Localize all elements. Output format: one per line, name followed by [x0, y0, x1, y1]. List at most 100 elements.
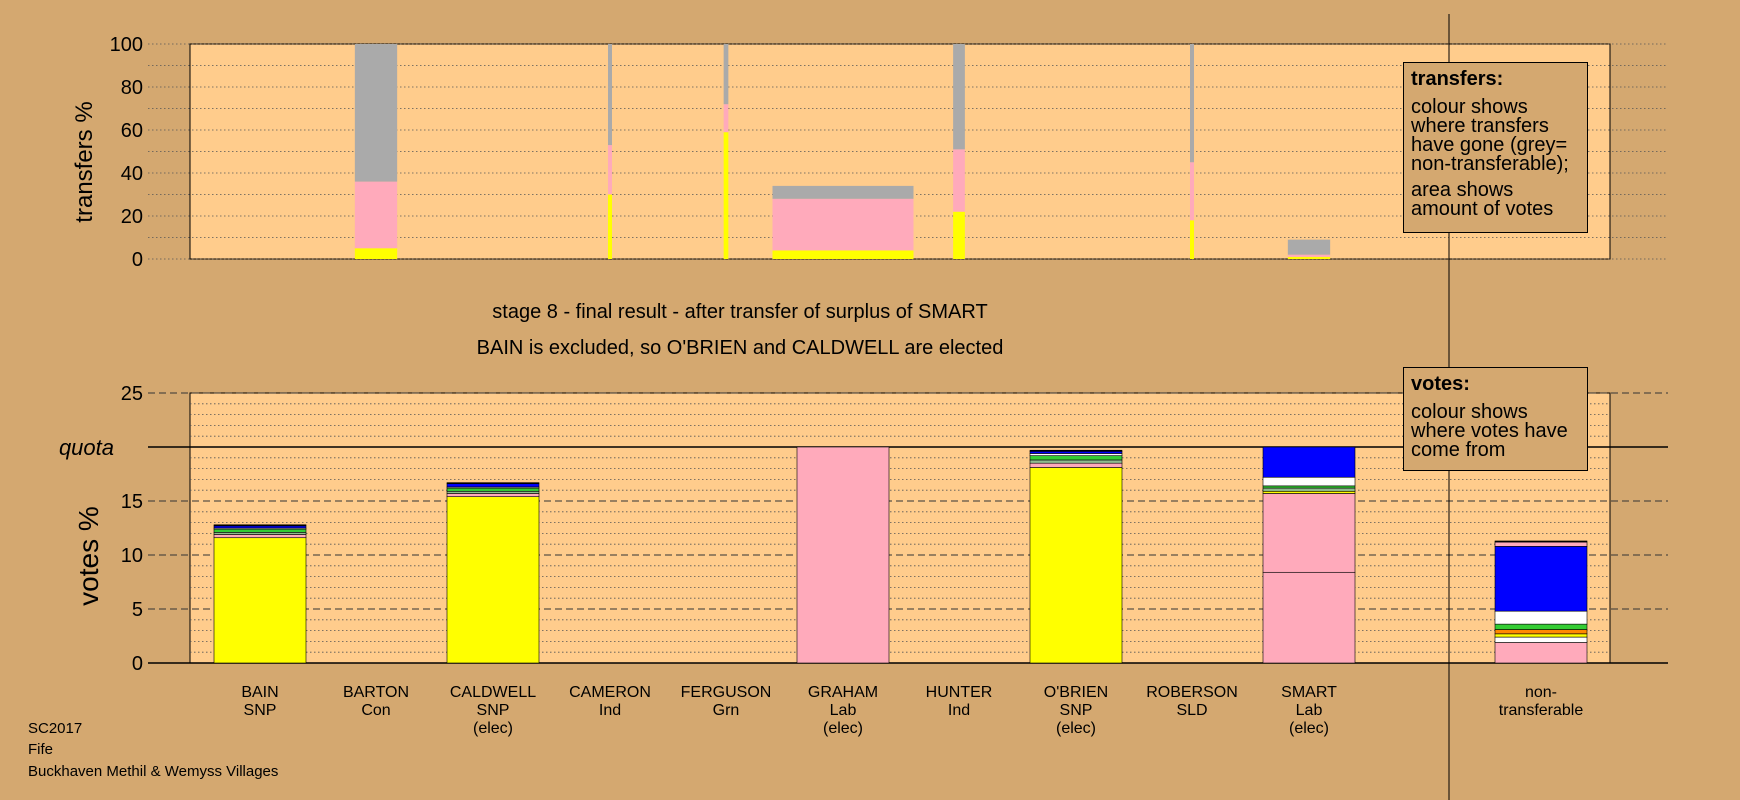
vote-bar-segment	[213, 537, 307, 664]
votes-y-axis-label: votes %	[73, 506, 104, 606]
transfer-bar-segment	[1190, 220, 1194, 259]
footer-election: SC2017	[28, 720, 83, 737]
vote-bar-segment	[213, 532, 307, 535]
transfer-bar-segment	[1190, 44, 1194, 163]
category-label: Ind	[599, 702, 621, 719]
vote-bar-segment	[1029, 462, 1123, 468]
category-label: (elec)	[1289, 720, 1329, 737]
category-label: Ind	[948, 702, 970, 719]
transfer-bar-segment	[1287, 239, 1331, 255]
vote-bar-segment	[1262, 446, 1356, 478]
vote-bar-segment	[1494, 546, 1588, 612]
vote-bar-segment	[1262, 490, 1356, 494]
category-label: ROBERSON	[1146, 684, 1238, 701]
category-label: FERGUSON	[681, 684, 772, 701]
transfer-bar-segment	[354, 248, 398, 259]
transfers-y-tick-label: 20	[121, 206, 143, 228]
vote-bar-segment	[1494, 636, 1588, 643]
category-label: Lab	[830, 702, 857, 719]
transfer-bar-segment	[772, 185, 914, 199]
vote-bar-segment	[1262, 493, 1356, 573]
category-label: non-	[1525, 684, 1557, 701]
votes-y-tick-label: 15	[121, 491, 143, 513]
vote-bar-segment	[446, 487, 540, 492]
vote-bar-segment	[446, 496, 540, 664]
vote-bar-segment	[1494, 642, 1588, 664]
category-label: Lab	[1296, 702, 1323, 719]
vote-bar-segment	[796, 446, 890, 664]
footer-council: Fife	[28, 741, 54, 758]
category-label: SNP	[1060, 702, 1093, 719]
vote-bar-segment	[1494, 610, 1588, 625]
stage-subtitle: BAIN is excluded, so O'BRIEN and CALDWEL…	[476, 337, 1004, 359]
transfers-y-tick-label: 80	[121, 77, 143, 99]
vote-bar-segment	[1029, 455, 1123, 461]
legend-votes-line1: colour shows where votes have come from	[1411, 401, 1568, 461]
category-label: (elec)	[823, 720, 863, 737]
vote-bar-segment	[1029, 459, 1123, 464]
transfer-bar-segment	[723, 44, 729, 105]
transfer-bar-segment	[1287, 254, 1331, 257]
vote-bar-segment	[1494, 540, 1588, 543]
category-label: (elec)	[1056, 720, 1096, 737]
transfer-bar-segment	[772, 198, 914, 251]
transfer-bar-segment	[772, 250, 914, 259]
quota-label: quota	[59, 435, 114, 460]
transfers-y-tick-label: 60	[121, 120, 143, 142]
vote-bar-segment	[1029, 467, 1123, 664]
vote-bar-segment	[213, 528, 307, 533]
vote-bar-segment	[446, 483, 540, 488]
category-label: transferable	[1499, 702, 1584, 719]
votes-y-tick-label: 5	[132, 599, 143, 621]
category-label: (elec)	[473, 720, 513, 737]
transfer-bar-segment	[608, 44, 612, 146]
legend-votes-title: votes:	[1411, 373, 1470, 395]
vote-bar-segment	[213, 525, 307, 529]
transfers-y-tick-label: 100	[110, 34, 143, 56]
category-label: BAIN	[241, 684, 278, 701]
legend-votes: votes: colour shows where votes have com…	[1403, 367, 1588, 471]
transfer-bar-segment	[608, 145, 612, 195]
vote-bar-segment	[1262, 487, 1356, 492]
vote-bar-segment	[1262, 571, 1356, 664]
vote-bar-segment	[1262, 476, 1356, 487]
legend-transfers-title: transfers:	[1411, 68, 1504, 90]
category-label: Con	[361, 702, 390, 719]
category-label: O'BRIEN	[1044, 684, 1108, 701]
votes-y-tick-label: 25	[121, 383, 143, 405]
category-label: Grn	[713, 702, 740, 719]
vote-bar-segment	[1029, 449, 1123, 452]
legend-transfers-line2: area shows amount of votes	[1411, 179, 1554, 220]
votes-y-tick-label: 0	[132, 653, 143, 675]
transfer-bar-segment	[953, 149, 965, 212]
category-label: SMART	[1281, 684, 1337, 701]
transfer-bar-segment	[354, 181, 398, 249]
category-label: BARTON	[343, 684, 409, 701]
transfer-bar-segment	[1287, 256, 1331, 259]
category-label: SNP	[244, 702, 277, 719]
vote-bar-segment	[1494, 541, 1588, 547]
transfers-y-tick-label: 40	[121, 163, 143, 185]
category-label: SLD	[1176, 702, 1207, 719]
vote-bar-segment	[446, 482, 540, 485]
transfer-bar-segment	[1190, 162, 1194, 221]
vote-bar-segment	[213, 524, 307, 527]
vote-bar-segment	[1262, 485, 1356, 489]
footer-ward: Buckhaven Methil & Wemyss Villages	[28, 763, 279, 780]
transfer-bar-segment	[723, 132, 729, 259]
vote-bar-segment	[1494, 633, 1588, 638]
transfer-bar-segment	[953, 211, 965, 259]
category-label: HUNTER	[926, 684, 993, 701]
votes-y-tick-label: 10	[121, 545, 143, 567]
category-label: GRAHAM	[808, 684, 878, 701]
vote-bar-segment	[213, 534, 307, 539]
vote-bar-segment	[1494, 629, 1588, 635]
category-label: CALDWELL	[450, 684, 536, 701]
vote-bar-segment	[1029, 453, 1123, 456]
legend-transfers-line1: colour shows where transfers have gone (…	[1411, 96, 1569, 175]
category-label: SNP	[477, 702, 510, 719]
transfer-bar-segment	[953, 44, 965, 150]
vote-bar-segment	[1029, 451, 1123, 454]
transfer-bar-segment	[354, 44, 398, 182]
